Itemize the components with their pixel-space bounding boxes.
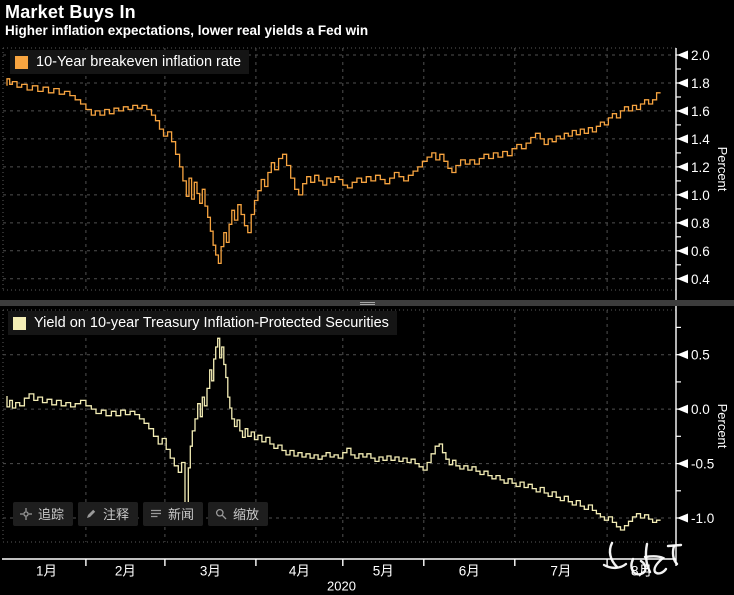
- y-axis-title: Percent: [715, 404, 730, 449]
- x-year-label: 2020: [327, 579, 356, 594]
- zoom-button-label: 缩放: [233, 507, 260, 522]
- chart-subtitle: Higher inflation expectations, lower rea…: [5, 23, 369, 38]
- news-button-label: 新闻: [168, 507, 195, 522]
- chart-toolbar: 追踪 注释 新闻 缩放: [13, 502, 269, 526]
- y-tick-label: 1.0: [691, 188, 710, 203]
- y-tick-label: 0.8: [691, 216, 710, 231]
- panel-divider-handle[interactable]: [0, 300, 734, 306]
- news-lines-icon: [150, 508, 162, 520]
- breakeven-series-swatch: [15, 55, 28, 69]
- y-tick-label: 0.6: [691, 244, 710, 259]
- x-month-label: 5月: [373, 564, 394, 579]
- y-axis-title: Percent: [715, 147, 730, 192]
- tips-series-swatch: [13, 316, 26, 330]
- x-month-label: 3月: [200, 564, 221, 579]
- legend-tips[interactable]: Yield on 10-year Treasury Inflation-Prot…: [8, 311, 397, 335]
- y-tick-label: 0.4: [691, 272, 710, 287]
- news-button[interactable]: 新闻: [143, 502, 204, 526]
- magnifier-icon: [215, 508, 227, 520]
- track-button[interactable]: 追踪: [13, 502, 74, 526]
- series-line-1: [6, 337, 661, 531]
- y-tick-label: 1.8: [691, 76, 710, 91]
- x-month-label: 6月: [459, 564, 480, 579]
- series-line-0: [6, 78, 661, 265]
- user-scribble-annotation: [602, 541, 683, 576]
- annotate-button[interactable]: 注释: [78, 502, 139, 526]
- chart-title: Market Buys In: [5, 2, 136, 22]
- legend-tips-label: Yield on 10-year Treasury Inflation-Prot…: [34, 315, 389, 331]
- y-tick-label: 0.0: [691, 402, 710, 417]
- y-tick-label: -1.0: [691, 511, 714, 526]
- panel-0: 0.4 0.6 0.8 1.0 1.2 1.4 1.6 1.8 2.0 Percent: [2, 47, 730, 291]
- zoom-button[interactable]: 缩放: [208, 502, 269, 526]
- x-month-label: 7月: [550, 564, 571, 579]
- legend-breakeven-label: 10-Year breakeven inflation rate: [36, 54, 242, 70]
- x-month-label: 2月: [115, 564, 136, 579]
- y-tick-label: 1.4: [691, 132, 710, 147]
- y-tick-label: 1.2: [691, 160, 710, 175]
- y-tick-label: 0.5: [691, 348, 710, 363]
- x-month-label: 1月: [36, 564, 57, 579]
- annotate-button-label: 注释: [103, 507, 130, 522]
- track-button-label: 追踪: [38, 507, 65, 522]
- legend-breakeven[interactable]: 10-Year breakeven inflation rate: [10, 50, 250, 74]
- y-tick-label: -0.5: [691, 457, 714, 472]
- y-tick-label: 2.0: [691, 48, 710, 63]
- pencil-icon: [85, 508, 97, 520]
- y-tick-label: 1.6: [691, 104, 710, 119]
- x-month-label: 4月: [289, 564, 310, 579]
- crosshair-icon: [20, 507, 32, 520]
